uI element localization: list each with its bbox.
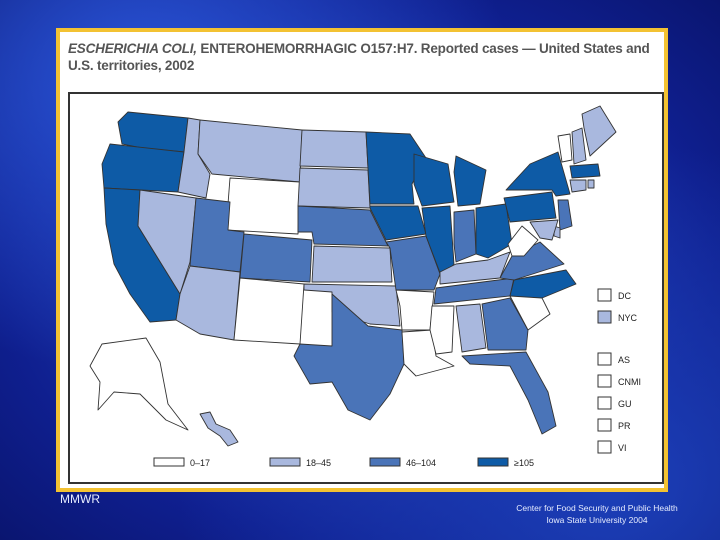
state-mt (197, 119, 303, 183)
credit-line-2: Iowa State University 2004 (546, 515, 648, 525)
state-wv (507, 225, 539, 257)
state-ny (505, 151, 571, 197)
territory-label-pr: PR (618, 421, 631, 431)
map-container: DC NYC AS CNMI GU PR VI 0–17 18–45 46–104 ≥105 (68, 92, 664, 484)
legend-label-0: 0–17 (190, 458, 210, 468)
map-title-rest: ENTEROHEMORRHAGIC O157:H7. Reported case… (68, 41, 650, 73)
state-nv (137, 189, 197, 295)
state-pa (503, 191, 557, 223)
legend-swatch-1 (269, 457, 301, 467)
state-ma (569, 163, 601, 179)
state-or (101, 143, 185, 193)
source-label: MMWR (60, 492, 100, 506)
legend-swatch-2 (369, 457, 401, 467)
legend-swatch-3 (477, 457, 509, 467)
state-ms (429, 305, 455, 355)
state-ga (481, 297, 529, 351)
state-al (455, 303, 487, 353)
state-oh (475, 203, 513, 259)
legend-label-2: 46–104 (406, 458, 436, 468)
territory-label-vi: VI (618, 443, 627, 453)
state-ar (395, 289, 435, 331)
state-me (581, 105, 617, 157)
states-layer (89, 105, 617, 447)
state-nc (509, 269, 577, 299)
legend-swatch-0 (153, 457, 185, 467)
state-mi (453, 155, 487, 207)
state-ks (311, 245, 393, 283)
slide-figure-frame: ESCHERICHIA COLI, ENTEROHEMORRHAGIC O157… (56, 28, 668, 492)
territory-swatch-vi (597, 440, 612, 454)
state-az (175, 265, 241, 341)
figure-panel: ESCHERICHIA COLI, ENTEROHEMORRHAGIC O157… (60, 32, 664, 488)
map-title: ESCHERICHIA COLI, ENTEROHEMORRHAGIC O157… (68, 40, 658, 74)
state-ct (569, 179, 587, 193)
state-ia (369, 205, 427, 241)
state-in (453, 209, 477, 263)
credit-line-1: Center for Food Security and Public Heal… (516, 503, 678, 513)
state-wi (413, 153, 455, 207)
state-hi (199, 411, 239, 447)
legend-label-3: ≥105 (514, 458, 534, 468)
territory-swatch-cnmi (597, 374, 612, 388)
state-fl (461, 351, 557, 435)
territory-swatch-nyc (597, 310, 612, 324)
state-ri (587, 179, 595, 189)
territory-swatch-pr (597, 418, 612, 432)
map-title-italic: ESCHERICHIA COLI, (68, 41, 197, 56)
territory-legend: DC NYC AS CNMI GU PR VI (597, 288, 641, 454)
territory-swatch-dc (597, 288, 612, 302)
state-sd (297, 167, 371, 209)
state-co (239, 233, 313, 283)
state-nh (571, 127, 587, 165)
state-md (529, 219, 559, 241)
territory-label-as: AS (618, 355, 630, 365)
legend-label-1: 18–45 (306, 458, 331, 468)
state-vt (557, 133, 573, 163)
state-wy (225, 177, 301, 235)
territory-label-cnmi: CNMI (618, 377, 641, 387)
state-ky (439, 251, 511, 285)
territory-label-nyc: NYC (618, 313, 638, 323)
credit-text: Center for Food Security and Public Heal… (492, 502, 702, 526)
color-legend: 0–17 18–45 46–104 ≥105 (153, 457, 534, 468)
state-nj (557, 199, 573, 231)
territory-label-gu: GU (618, 399, 632, 409)
state-ne (297, 205, 389, 247)
territory-swatch-as (597, 352, 612, 366)
us-choropleth-map: DC NYC AS CNMI GU PR VI 0–17 18–45 46–104 ≥105 (89, 105, 641, 468)
state-nm (233, 277, 305, 345)
state-mn (365, 131, 427, 205)
state-nd (299, 129, 369, 169)
territory-label-dc: DC (618, 291, 631, 301)
state-va (499, 241, 565, 281)
territory-swatch-gu (597, 396, 612, 410)
state-ak (89, 337, 189, 431)
